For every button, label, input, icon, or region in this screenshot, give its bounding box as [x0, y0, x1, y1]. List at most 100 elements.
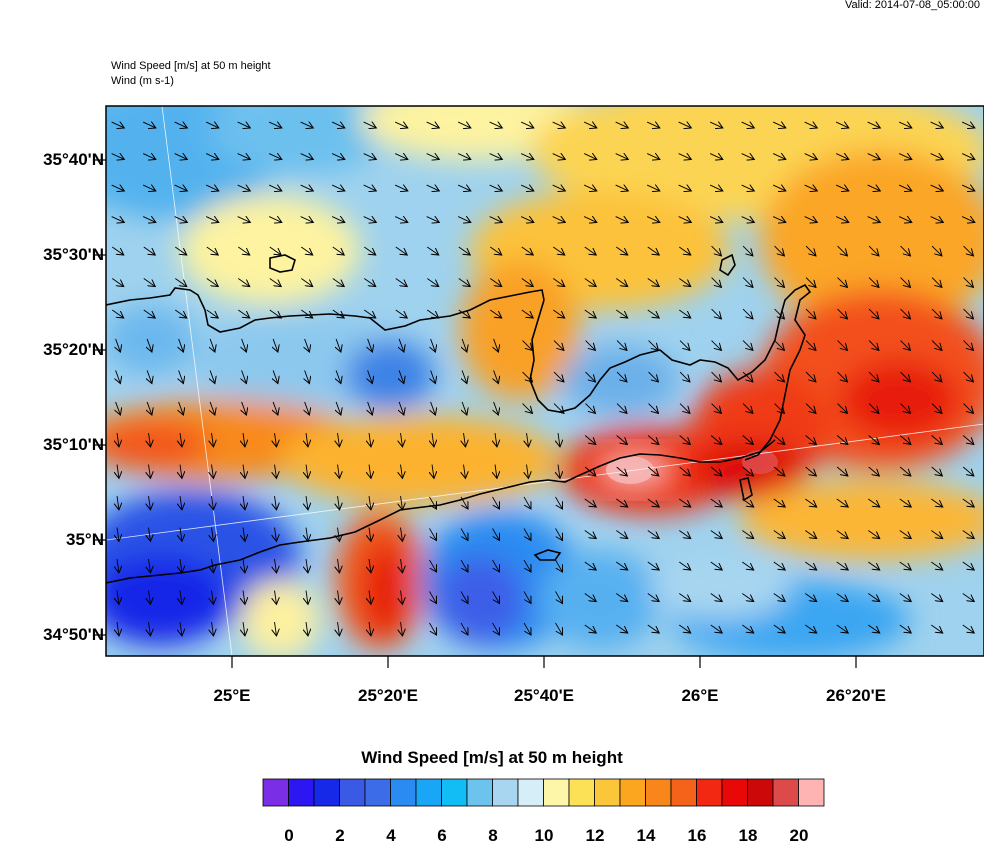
- wind-arrow: [243, 559, 245, 573]
- wind-arrow: [679, 624, 690, 633]
- wind-arrow: [111, 185, 125, 191]
- wind-arrow: [338, 496, 340, 510]
- wind-arrow: [836, 624, 848, 633]
- wind-arrow: [369, 433, 371, 447]
- wind-arrow: [116, 338, 121, 352]
- wind-arrow: [961, 122, 975, 128]
- wind-arrow: [174, 122, 188, 128]
- wind-arrow: [494, 401, 499, 415]
- wind-arrow: [552, 122, 566, 128]
- wind-arrow: [116, 401, 121, 415]
- colorbar-swatch: [619, 778, 646, 807]
- wind-arrow: [457, 217, 471, 223]
- wind-arrow: [773, 561, 785, 570]
- wind-arrow: [868, 498, 879, 507]
- wind-arrow: [458, 309, 470, 318]
- wind-arrow: [520, 185, 534, 191]
- wind-arrow: [275, 496, 277, 510]
- wind-arrow: [647, 561, 659, 570]
- wind-arrow: [427, 246, 438, 255]
- wind-arrow: [460, 622, 468, 635]
- wind-arrow: [142, 154, 156, 160]
- wind-arrow: [900, 371, 911, 382]
- wind-arrow: [149, 590, 151, 605]
- wind-arrow: [774, 277, 785, 288]
- colorbar-label: 10: [534, 826, 554, 845]
- wind-arrow: [710, 435, 722, 445]
- wind-arrow: [460, 559, 468, 572]
- wind-arrow: [206, 278, 218, 286]
- wind-arrow: [742, 498, 753, 507]
- lat-label: 35°10'N: [43, 435, 104, 454]
- lat-label: 34°50'N: [43, 625, 104, 644]
- wind-arrow: [930, 217, 944, 223]
- wind-arrow: [457, 122, 471, 128]
- wind-arrow: [237, 217, 251, 223]
- wind-arrow: [242, 401, 247, 415]
- wind-arrow: [899, 561, 911, 570]
- wind-arrow: [709, 122, 723, 128]
- wind-arrow: [520, 217, 534, 223]
- wind-arrow: [553, 371, 564, 382]
- wind-arrow: [899, 624, 911, 633]
- wind-arrow: [963, 308, 974, 319]
- wind-arrow: [306, 559, 308, 573]
- wind-arrow: [300, 217, 314, 223]
- colorbar-label: 6: [437, 826, 447, 845]
- wind-arrow: [553, 278, 564, 286]
- wind-arrow: [679, 466, 691, 476]
- wind-arrow: [399, 401, 404, 415]
- wind-arrow: [553, 340, 564, 351]
- wind-arrow: [331, 122, 345, 128]
- wind-arrow: [269, 309, 281, 318]
- wind-arrow: [210, 370, 215, 383]
- wind-arrow: [336, 370, 341, 383]
- wind-arrow: [584, 624, 596, 633]
- wind-arrow: [275, 464, 277, 479]
- wind-arrow: [647, 624, 659, 633]
- wind-arrow: [773, 530, 785, 538]
- wind-arrow: [112, 309, 123, 318]
- wind-arrow: [338, 433, 340, 447]
- wind-arrow: [429, 528, 437, 540]
- wind-arrow: [180, 496, 182, 510]
- wind-arrow: [243, 622, 245, 636]
- wind-arrow: [427, 309, 438, 318]
- wind-arrow: [395, 278, 407, 286]
- wind-arrow: [238, 278, 249, 286]
- wind-arrow: [331, 185, 345, 191]
- wind-arrow: [212, 590, 214, 605]
- wind-arrow: [930, 154, 944, 160]
- colorbar-swatch: [568, 778, 595, 807]
- wind-arrow: [774, 245, 785, 256]
- wind-arrow: [460, 528, 468, 540]
- wind-arrow: [585, 403, 596, 414]
- wind-arrow: [679, 498, 690, 507]
- wind-arrow: [432, 433, 434, 447]
- lon-label: 25°20'E: [358, 686, 418, 705]
- wind-arrow: [268, 154, 282, 160]
- wind-arrow: [741, 154, 755, 160]
- wind-arrow: [368, 338, 373, 352]
- colorbar-label: 20: [789, 826, 809, 845]
- wind-arrow: [679, 593, 690, 601]
- wind-arrow: [616, 624, 627, 633]
- wind-arrow: [772, 154, 786, 160]
- wind-arrow: [679, 278, 690, 286]
- wind-arrow: [401, 527, 403, 542]
- wind-arrow: [492, 528, 500, 540]
- wind-arrow: [805, 245, 816, 256]
- wind-arrow: [961, 185, 975, 191]
- wind-arrow: [174, 154, 188, 160]
- wind-arrow: [522, 340, 533, 351]
- wind-arrow: [206, 309, 218, 318]
- wind-arrow: [868, 593, 879, 601]
- wind-arrow: [527, 464, 529, 479]
- wind-arrow: [401, 590, 403, 605]
- wind-arrow: [273, 370, 278, 383]
- wind-arrow: [837, 245, 848, 256]
- wind-arrow: [212, 559, 214, 573]
- wind-arrow: [117, 527, 119, 542]
- wind-arrow: [269, 278, 281, 286]
- wind-arrow: [180, 433, 182, 447]
